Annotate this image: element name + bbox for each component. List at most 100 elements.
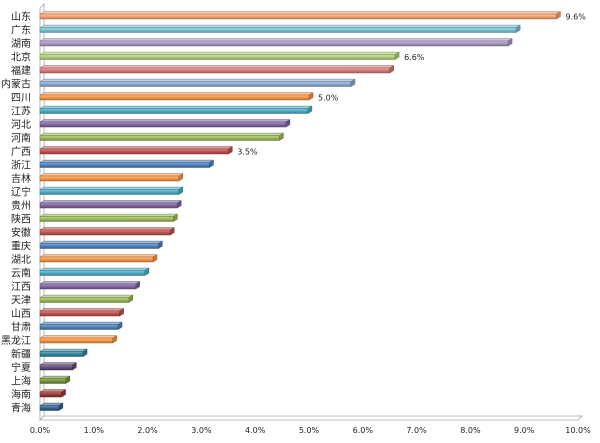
y-axis-label: 广东	[11, 24, 31, 37]
x-axis-tick-label: 1.0%	[84, 426, 105, 435]
bar-front-face	[39, 270, 146, 276]
bar-top-face	[39, 132, 285, 136]
y-axis-label: 四川	[11, 93, 31, 104]
bar-广东	[39, 24, 522, 33]
bar-front-face	[39, 54, 396, 60]
y-axis-label: 宁夏	[11, 361, 31, 374]
bar-山西	[39, 308, 125, 317]
y-axis-label: 浙江	[11, 160, 31, 172]
y-axis-label: 贵州	[11, 199, 31, 212]
bar-陕西	[39, 213, 179, 222]
x-axis-tick-label: 4.0%	[245, 426, 266, 435]
x-axis-tick-label: 8.0%	[460, 426, 481, 435]
bar-end-cap	[144, 267, 150, 276]
bar-front-face	[39, 189, 180, 195]
bar-end-cap	[209, 159, 214, 168]
y-axis-label: 北京	[11, 51, 31, 64]
y-axis-label: 甘肃	[11, 321, 31, 334]
bar-front-face	[39, 94, 310, 101]
bar-江西	[39, 281, 141, 290]
bar-front-face	[39, 297, 130, 303]
bar-end-cap	[178, 186, 184, 195]
bar-top-face	[39, 254, 158, 258]
bar-北京	[39, 51, 400, 60]
bar-top-face	[39, 375, 71, 379]
bar-front-face	[39, 108, 309, 114]
bar-end-cap	[228, 146, 233, 155]
bar-四川	[39, 92, 314, 101]
bar-top-face	[39, 92, 314, 96]
bar-front-face	[39, 67, 390, 74]
bar-series	[39, 11, 562, 411]
bar-end-cap	[507, 38, 513, 47]
y-axis-label: 河北	[11, 119, 31, 131]
bar-top-face	[39, 308, 125, 312]
bar-top-face	[39, 173, 184, 177]
y-axis-label: 湖南	[11, 37, 31, 50]
x-axis-tick-label: 10.0%	[565, 426, 591, 435]
bar-广西	[39, 146, 234, 155]
bar-top-face	[39, 159, 215, 163]
bar-top-face	[39, 267, 150, 271]
bar-end-cap	[169, 227, 175, 236]
bar-front-face	[39, 81, 352, 87]
x-axis-ticks: 0.0% 1.0% 2.0% 3.0% 4.0% 5.0% 6.0% 7.0% 8.0% 9.0%…	[30, 426, 591, 435]
y-axis-label: 山东	[11, 10, 31, 23]
bar-front-face	[39, 202, 178, 209]
bar-end-cap	[65, 375, 71, 384]
bar-top-face	[39, 38, 513, 42]
bar-top-face	[39, 200, 183, 204]
bar-top-face	[39, 321, 123, 325]
y-axis-label: 辽宁	[11, 186, 31, 199]
bar-end-cap	[128, 294, 134, 303]
bar-end-cap	[82, 348, 88, 357]
y-axis-label: 福建	[11, 64, 31, 77]
bar-辽宁	[39, 186, 184, 195]
data-label: 3.5%	[237, 148, 258, 157]
bar-内蒙古	[39, 78, 356, 87]
bar-front-face	[39, 391, 62, 398]
bar-top-face	[39, 281, 141, 285]
bar-top-face	[39, 146, 234, 150]
bar-top-face	[39, 51, 400, 55]
bar-front-face	[39, 175, 180, 182]
bar-top-face	[39, 105, 313, 109]
y-axis-label: 青海	[11, 402, 31, 415]
bar-黑龙江	[39, 335, 118, 344]
bar-top-face	[39, 294, 134, 298]
x-axis-tick-label: 3.0%	[191, 426, 212, 435]
bar-end-cap	[307, 105, 313, 114]
x-axis-tick-label: 0.0%	[30, 426, 51, 435]
x-axis-tick-label: 9.0%	[514, 426, 535, 435]
bar-top-face	[39, 335, 118, 339]
bar-浙江	[39, 159, 215, 168]
bar-front-face	[39, 148, 229, 155]
bar-end-cap	[119, 308, 124, 317]
bar-宁夏	[39, 362, 78, 371]
bar-贵州	[39, 200, 183, 209]
data-label: 6.6%	[404, 53, 425, 62]
y-axis-label: 海南	[11, 388, 31, 401]
bar-front-face	[39, 135, 280, 141]
bar-top-face	[39, 213, 179, 217]
bar-end-cap	[515, 24, 521, 33]
bar-吉林	[39, 173, 184, 182]
bar-湖南	[39, 38, 513, 47]
bar-end-cap	[61, 389, 66, 398]
bar-end-cap	[394, 51, 400, 60]
bar-front-face	[39, 324, 119, 330]
bar-天津	[39, 294, 134, 303]
bar-甘肃	[39, 321, 123, 330]
y-axis-label: 黑龙江	[1, 334, 31, 347]
y-axis-label: 广西	[11, 146, 31, 158]
bar-end-cap	[556, 11, 561, 20]
y-axis-label: 内蒙古	[1, 78, 31, 91]
y-axis-label: 江苏	[11, 105, 31, 118]
bar-front-face	[39, 243, 159, 249]
bar-重庆	[39, 240, 164, 249]
bar-top-face	[39, 186, 184, 190]
y-axis-label: 湖北	[11, 254, 31, 266]
bar-front-face	[39, 13, 557, 20]
